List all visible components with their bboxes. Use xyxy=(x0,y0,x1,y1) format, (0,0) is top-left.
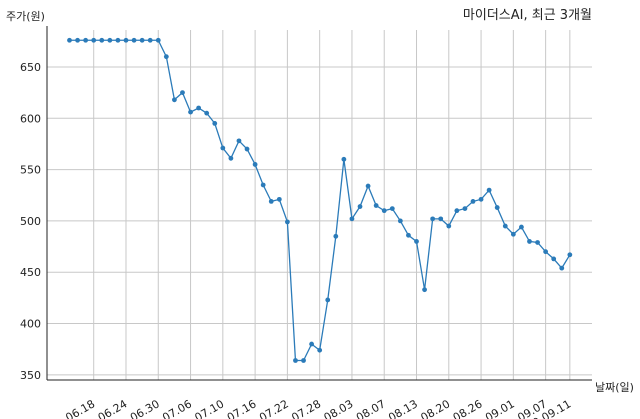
data-point xyxy=(510,231,516,237)
data-point xyxy=(91,37,97,43)
data-point xyxy=(325,297,331,303)
grid-layer xyxy=(47,30,592,380)
y-tick-label: 450 xyxy=(20,266,41,279)
data-point xyxy=(268,199,274,204)
data-point xyxy=(107,37,113,43)
y-tick-label: 550 xyxy=(20,164,41,177)
x-tick-label: 07.28 xyxy=(289,397,323,419)
data-point xyxy=(236,138,242,144)
x-tick-label: 07.16 xyxy=(225,397,259,419)
y-tick-label: 500 xyxy=(20,215,41,228)
y-axis-label: 주가(원) xyxy=(6,10,45,23)
data-point xyxy=(293,358,298,363)
data-point xyxy=(83,37,89,43)
x-tick-label: 08.20 xyxy=(419,397,453,419)
data-point xyxy=(567,252,573,258)
data-point xyxy=(486,187,492,193)
data-point xyxy=(406,232,411,238)
data-point xyxy=(333,233,339,239)
data-point xyxy=(155,37,161,43)
data-point xyxy=(414,239,419,244)
data-point xyxy=(470,199,476,204)
x-tick-label: 08.07 xyxy=(354,397,388,419)
data-point xyxy=(527,239,532,244)
data-point xyxy=(139,37,145,43)
data-point xyxy=(317,347,323,353)
data-point xyxy=(502,223,508,229)
x-tick-label: 07.06 xyxy=(160,397,194,419)
x-tick-label: 07.22 xyxy=(257,397,291,419)
data-point xyxy=(551,256,557,262)
data-point xyxy=(397,218,403,224)
data-point xyxy=(365,183,371,189)
data-point xyxy=(244,146,250,152)
data-point xyxy=(212,121,218,126)
x-tick-label: 08.03 xyxy=(322,397,356,419)
data-point xyxy=(341,156,347,162)
y-tick-label: 400 xyxy=(20,318,41,331)
data-point xyxy=(519,224,524,230)
data-point xyxy=(115,37,121,43)
y-tick-label: 600 xyxy=(20,112,41,125)
x-tick-label: 06.30 xyxy=(128,397,162,419)
data-point xyxy=(357,204,363,209)
data-point xyxy=(147,37,153,43)
chart-title: 마이더스AI, 최근 3개월 xyxy=(463,8,592,23)
data-point xyxy=(454,208,460,214)
data-point xyxy=(559,265,565,271)
data-point xyxy=(99,37,105,43)
data-point xyxy=(123,37,129,43)
data-point xyxy=(535,240,540,245)
data-point xyxy=(75,37,80,43)
data-point xyxy=(276,196,282,202)
data-point xyxy=(430,216,436,222)
x-tick-label: 08.13 xyxy=(386,397,420,419)
x-tick-label: 08.26 xyxy=(451,397,485,419)
data-point xyxy=(438,216,444,222)
data-point xyxy=(228,155,234,161)
data-point xyxy=(543,249,549,255)
data-point xyxy=(309,341,314,347)
data-point xyxy=(373,203,379,208)
data-point xyxy=(494,205,500,210)
x-tick-label: 06.18 xyxy=(63,397,97,419)
y-tick-label: 350 xyxy=(20,369,41,382)
data-point xyxy=(163,54,169,60)
data-point xyxy=(204,110,210,116)
y-tick-label: 650 xyxy=(20,61,41,74)
data-point xyxy=(446,223,452,229)
data-point xyxy=(172,97,177,103)
data-point xyxy=(252,162,258,167)
data-point xyxy=(422,287,427,293)
data-point xyxy=(301,358,306,363)
data-point xyxy=(260,182,266,188)
data-point xyxy=(478,196,484,202)
x-tick-label: 09.01 xyxy=(483,397,517,419)
series-layer xyxy=(67,37,573,363)
data-point xyxy=(381,208,387,214)
x-axis-label: 날짜(일) xyxy=(595,380,634,394)
data-point xyxy=(67,37,72,43)
data-point xyxy=(180,90,185,96)
data-point xyxy=(220,145,226,151)
data-point xyxy=(349,216,355,222)
axis-layer: 350 400 450 500 550 600 650 06.1806.2406.3007.0… xyxy=(20,26,592,419)
data-point xyxy=(284,219,290,225)
data-point xyxy=(389,206,395,211)
x-tick-label: 06.24 xyxy=(96,397,130,419)
x-tick-label: 07.10 xyxy=(193,397,227,419)
data-point xyxy=(131,37,137,43)
data-point xyxy=(188,109,193,115)
data-point xyxy=(196,105,202,111)
data-point xyxy=(462,206,468,211)
